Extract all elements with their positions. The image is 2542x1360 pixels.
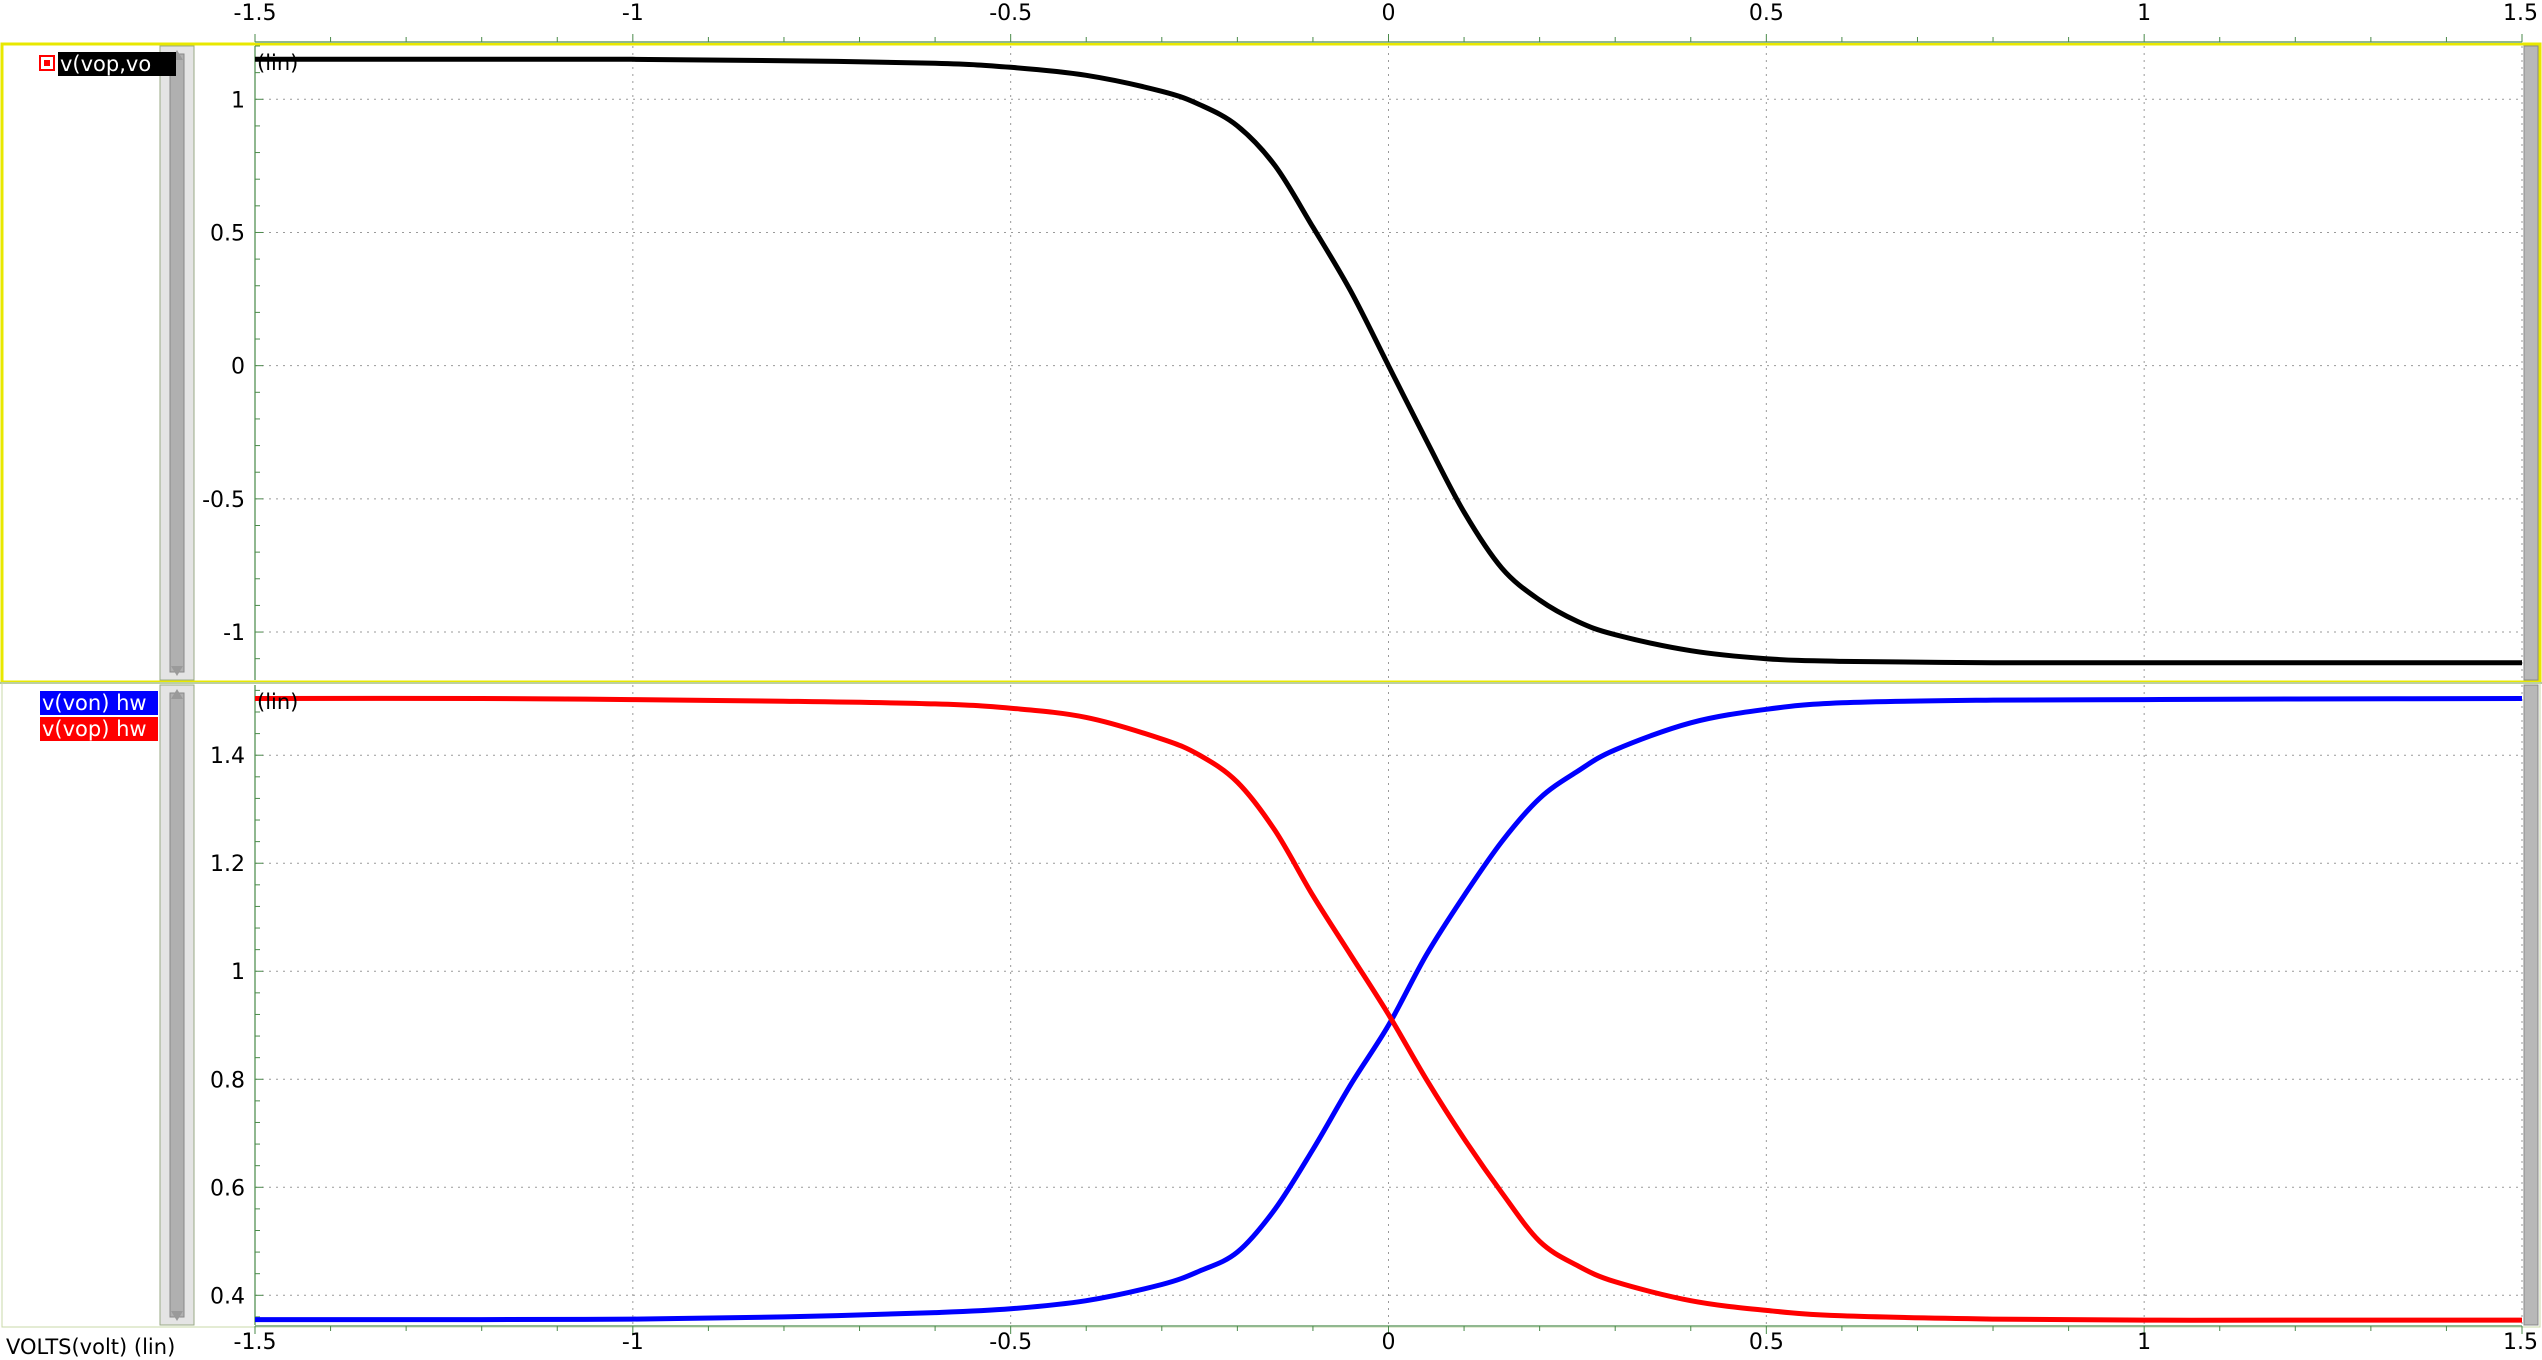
panel-2-left-scroll-thumb[interactable] bbox=[169, 692, 185, 1318]
panel-2-scale-label: (lin) bbox=[257, 690, 298, 714]
x-axis-bottom-tick-label: 0.5 bbox=[1749, 1330, 1784, 1355]
scroll-down-arrow-icon[interactable] bbox=[171, 666, 183, 676]
scroll-up-arrow-icon[interactable] bbox=[171, 689, 183, 699]
panel-1-series-1-line[interactable] bbox=[255, 56, 2522, 666]
panel-2-legend-label[interactable]: v(vop) hw bbox=[42, 717, 147, 741]
panel-2-y-tick-label: 1 bbox=[231, 960, 245, 985]
x-axis-label: VOLTS(volt) (lin) bbox=[6, 1335, 175, 1359]
panel-2-legend-swatch[interactable] bbox=[40, 691, 158, 715]
panel-2-legend-label[interactable]: v(von) hw bbox=[42, 691, 147, 715]
panel-1-legend-swatch[interactable] bbox=[58, 52, 176, 76]
panel-1-y-tick-label: 0.5 bbox=[210, 221, 245, 246]
x-axis-top-tick-label: 1.5 bbox=[2503, 1, 2538, 26]
x-axis-bottom-tick-label: -1.5 bbox=[234, 1330, 277, 1355]
x-axis-bottom-tick-label: -0.5 bbox=[989, 1330, 1032, 1355]
panel-2-right-scrollbar[interactable] bbox=[2523, 684, 2539, 1326]
panel-2-y-tick-label: 1.2 bbox=[210, 852, 245, 877]
x-axis-top-tick-label: -1 bbox=[622, 1, 644, 26]
x-axis-top-tick-label: 1 bbox=[2137, 1, 2151, 26]
x-axis-bottom-tick-label: -1 bbox=[622, 1330, 644, 1355]
x-axis-bottom-tick-label: 1.5 bbox=[2503, 1330, 2538, 1355]
panel-2-y-tick-label: 1.4 bbox=[210, 744, 245, 769]
panel-1-legend-label[interactable]: v(vop,vo bbox=[60, 52, 151, 76]
x-axis-bottom-tick-label: 0 bbox=[1382, 1330, 1396, 1355]
scroll-down-arrow-icon[interactable] bbox=[171, 1311, 183, 1321]
x-axis-bottom-tick-label: 1 bbox=[2137, 1330, 2151, 1355]
x-axis-top-tick-label: 0 bbox=[1382, 1, 1396, 26]
panel-1-y-tick-label: -1 bbox=[223, 621, 245, 646]
panel-2-y-tick-label: 0.8 bbox=[210, 1068, 245, 1093]
panel-1-y-tick-label: 1 bbox=[231, 88, 245, 113]
x-axis-top-tick-label: 0.5 bbox=[1749, 1, 1784, 26]
panel-1-right-scrollbar[interactable] bbox=[2523, 45, 2539, 681]
panel-1-left-scroll-thumb[interactable] bbox=[169, 53, 185, 673]
panel-2-y-tick-label: 0.6 bbox=[210, 1176, 245, 1201]
panel-2-legend-swatch[interactable] bbox=[40, 717, 158, 741]
selected-marker-dot-icon bbox=[44, 60, 50, 66]
panel-1-y-tick-label: 0 bbox=[231, 355, 245, 380]
panel-1-scale-label: (lin) bbox=[257, 51, 298, 75]
panel-1-y-tick-label: -0.5 bbox=[202, 488, 245, 513]
panel-2-y-tick-label: 0.4 bbox=[210, 1284, 245, 1309]
panel-2-series-2-line[interactable] bbox=[254, 695, 2522, 1323]
x-axis-top-tick-label: -0.5 bbox=[989, 1, 1032, 26]
x-axis-top-tick-label: -1.5 bbox=[234, 1, 277, 26]
panel-2-series-1-line[interactable] bbox=[254, 696, 2523, 1323]
